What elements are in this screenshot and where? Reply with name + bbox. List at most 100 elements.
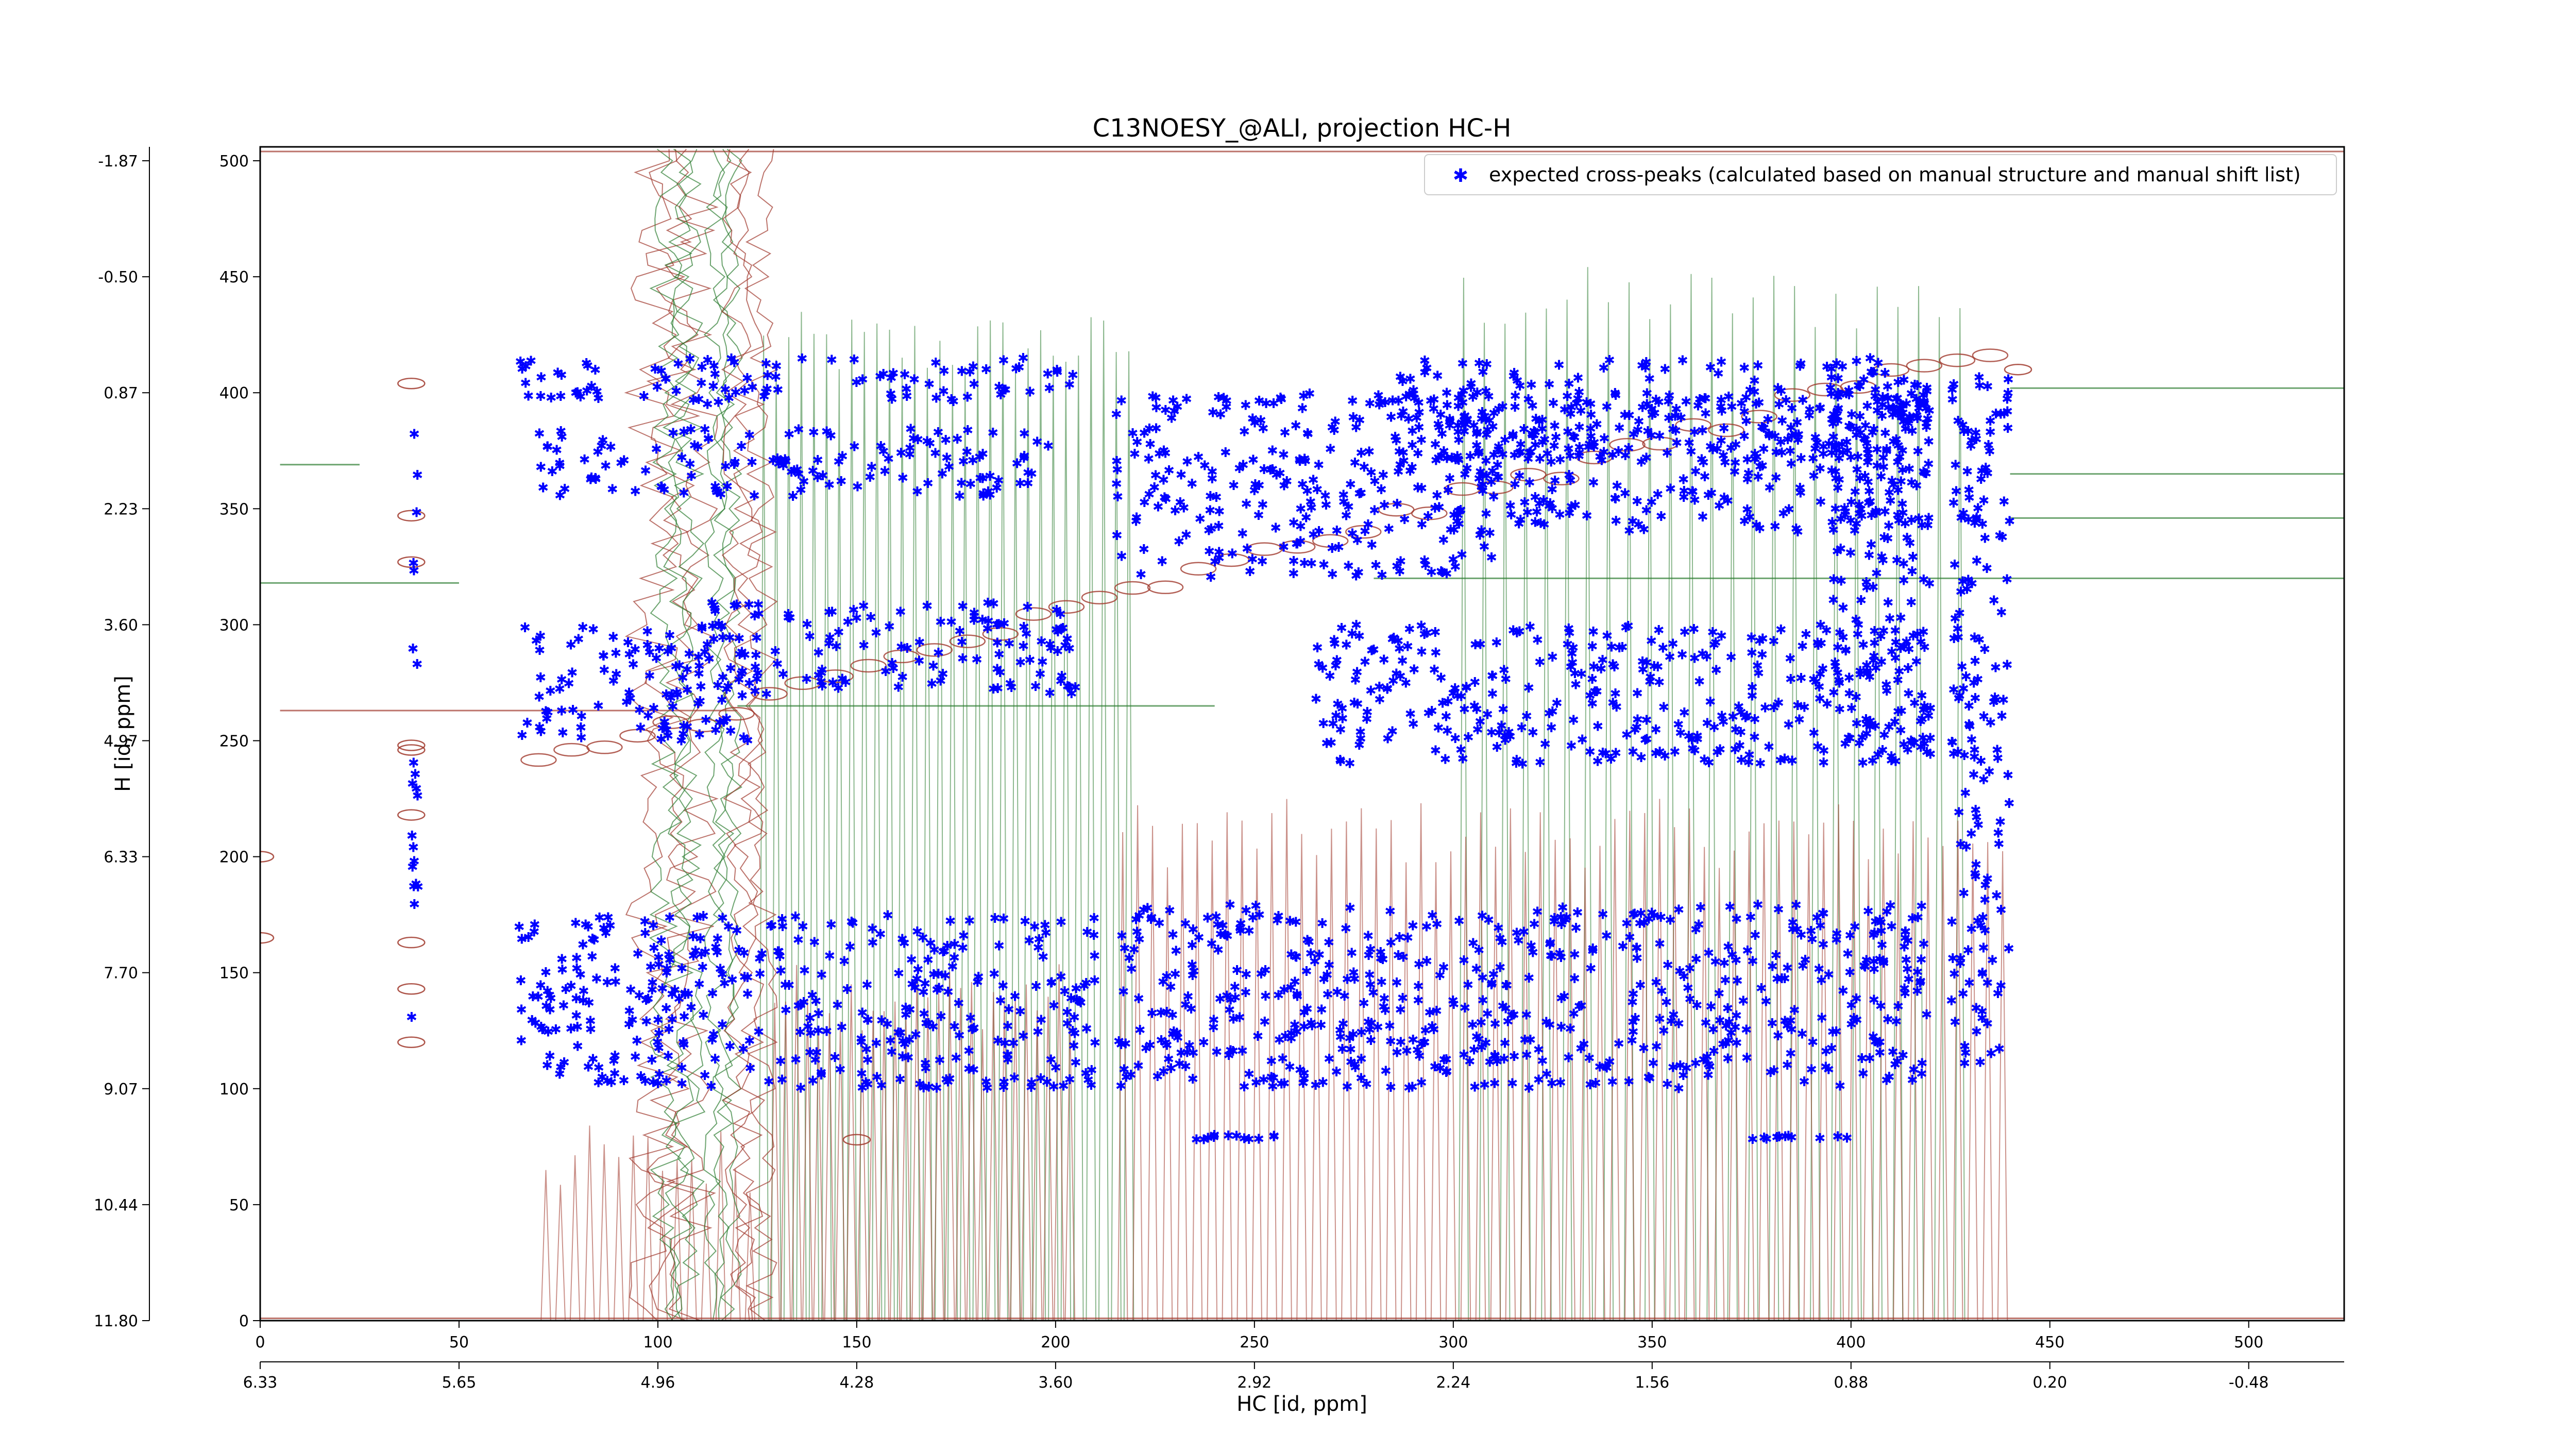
y-axis-label: H [id, ppm] xyxy=(111,676,135,792)
cross-peak-marker: ✱ xyxy=(1558,989,1570,1005)
cross-peak-marker: ✱ xyxy=(1544,937,1555,952)
cross-peak-marker: ✱ xyxy=(1431,917,1443,932)
cross-peak-marker: ✱ xyxy=(1521,1048,1532,1064)
cross-peak-marker: ✱ xyxy=(1843,383,1855,399)
cross-peak-marker: ✱ xyxy=(1476,412,1487,427)
cross-peak-marker: ✱ xyxy=(1969,630,1980,646)
cross-peak-marker: ✱ xyxy=(1832,1129,1843,1145)
cross-peak-marker: ✱ xyxy=(969,613,980,629)
cross-peak-marker: ✱ xyxy=(411,782,422,797)
cross-peak-marker: ✱ xyxy=(904,441,916,456)
negative-contour xyxy=(935,341,945,1321)
cross-peak-marker: ✱ xyxy=(1018,1029,1029,1044)
cross-peak-marker: ✱ xyxy=(1158,1065,1170,1080)
cross-peak-marker: ✱ xyxy=(1022,600,1033,615)
cross-peak-marker: ✱ xyxy=(1067,1024,1078,1039)
positive-contour xyxy=(1818,822,1829,1321)
cross-peak-marker: ✱ xyxy=(942,1075,954,1090)
cross-peak-marker: ✱ xyxy=(1664,650,1675,665)
cross-peak-marker: ✱ xyxy=(1041,1075,1053,1090)
positive-contour xyxy=(1624,811,1635,1321)
cross-peak-marker: ✱ xyxy=(1718,715,1729,730)
cross-peak-marker: ✱ xyxy=(1387,394,1398,409)
cross-peak-marker: ✱ xyxy=(663,1022,674,1037)
cross-peak-marker: ✱ xyxy=(1554,452,1566,468)
positive-contour xyxy=(586,740,623,754)
cross-peak-marker: ✱ xyxy=(1066,686,1077,702)
cross-peak-marker: ✱ xyxy=(1998,693,2009,708)
cross-peak-marker: ✱ xyxy=(930,391,942,407)
cross-peak-marker: ✱ xyxy=(1379,991,1390,1007)
cross-peak-marker: ✱ xyxy=(736,439,747,454)
cross-peak-marker: ✱ xyxy=(938,364,950,379)
cross-peak-marker: ✱ xyxy=(535,460,547,475)
cross-peak-marker: ✱ xyxy=(1654,675,1665,690)
cross-peak-marker: ✱ xyxy=(753,597,764,613)
cross-peak-marker: ✱ xyxy=(809,935,820,950)
positive-contour xyxy=(2004,363,2032,376)
cross-peak-marker: ✱ xyxy=(1884,485,1895,501)
cross-peak-marker: ✱ xyxy=(1160,492,1172,507)
cross-peak-marker: ✱ xyxy=(556,368,567,383)
cross-peak-marker: ✱ xyxy=(964,914,975,929)
cross-peak-marker: ✱ xyxy=(995,387,1006,403)
cross-peak-marker: ✱ xyxy=(1187,1072,1198,1087)
cross-peak-marker: ✱ xyxy=(1846,998,1857,1014)
cross-peak-marker: ✱ xyxy=(1220,445,1231,461)
cross-peak-marker: ✱ xyxy=(1022,476,1033,492)
cross-peak-marker: ✱ xyxy=(1773,696,1784,711)
cross-peak-marker: ✱ xyxy=(1250,1075,1262,1091)
positive-contour xyxy=(883,649,920,664)
cross-peak-marker: ✱ xyxy=(1240,398,1251,414)
cross-peak-marker: ✱ xyxy=(752,666,764,682)
cross-peak-marker: ✱ xyxy=(1343,559,1354,574)
cross-peak-marker: ✱ xyxy=(772,451,783,467)
negative-contour xyxy=(985,320,996,1321)
cross-peak-marker: ✱ xyxy=(1453,433,1464,448)
cross-peak-marker: ✱ xyxy=(1448,552,1459,568)
cross-peak-marker: ✱ xyxy=(1885,898,1896,914)
cross-peak-marker: ✱ xyxy=(1509,1049,1520,1065)
cross-peak-marker: ✱ xyxy=(786,465,797,480)
cross-peak-marker: ✱ xyxy=(1978,772,1989,788)
cross-peak-marker: ✱ xyxy=(1004,636,1015,652)
cross-peak-marker: ✱ xyxy=(1448,522,1460,538)
cross-peak-marker: ✱ xyxy=(1379,498,1390,514)
y-tick-label: 0 xyxy=(239,1312,249,1330)
cross-peak-marker: ✱ xyxy=(534,643,546,659)
cross-peak-marker: ✱ xyxy=(1167,927,1179,943)
cross-peak-marker: ✱ xyxy=(1023,466,1034,481)
negative-contour xyxy=(960,366,971,1321)
cross-peak-marker: ✱ xyxy=(750,660,761,676)
cross-peak-marker: ✱ xyxy=(688,393,699,408)
cross-peak-marker: ✱ xyxy=(1624,930,1635,946)
cross-peak-marker: ✱ xyxy=(1111,477,1122,492)
cross-peak-marker: ✱ xyxy=(1064,1072,1075,1088)
cross-peak-marker: ✱ xyxy=(1496,719,1507,734)
x-axis-label: HC [id, ppm] xyxy=(1236,1392,1367,1416)
cross-peak-marker: ✱ xyxy=(660,687,672,703)
positive-contour xyxy=(1279,540,1316,554)
cross-peak-marker: ✱ xyxy=(1697,510,1708,525)
negative-contour xyxy=(1111,352,1122,1321)
cross-peak-marker: ✱ xyxy=(1384,904,1396,919)
cross-peak-marker: ✱ xyxy=(412,657,423,672)
cross-peak-marker: ✱ xyxy=(896,639,907,655)
cross-peak-marker: ✱ xyxy=(893,966,905,982)
cross-peak-marker: ✱ xyxy=(1476,524,1487,539)
cross-peak-marker: ✱ xyxy=(677,1035,689,1051)
cross-peak-marker: ✱ xyxy=(1959,1039,1971,1054)
cross-peak-marker: ✱ xyxy=(1919,640,1930,655)
cross-peak-marker: ✱ xyxy=(856,1066,867,1082)
cross-peak-marker: ✱ xyxy=(1908,736,1920,751)
positive-contour xyxy=(397,556,426,568)
cross-peak-marker: ✱ xyxy=(698,909,709,924)
cross-peak-marker: ✱ xyxy=(572,385,583,400)
positive-contour xyxy=(1460,836,1471,1321)
cross-peak-marker: ✱ xyxy=(1290,915,1301,930)
cross-peak-marker: ✱ xyxy=(716,620,727,635)
cross-peak-marker: ✱ xyxy=(621,695,632,710)
cross-peak-marker: ✱ xyxy=(1215,407,1226,423)
